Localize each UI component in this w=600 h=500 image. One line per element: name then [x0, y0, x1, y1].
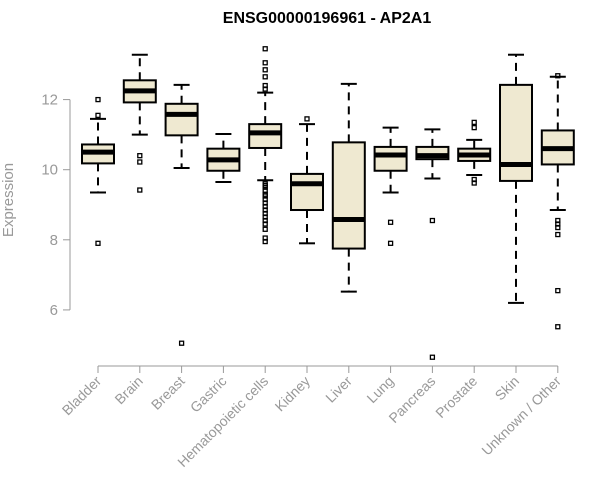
outlier-point — [262, 74, 268, 80]
outlier-point — [471, 180, 477, 186]
outlier-point — [555, 73, 561, 79]
outlier-point — [137, 187, 143, 193]
x-tick-label: Brain — [111, 373, 145, 407]
outlier-point — [471, 124, 477, 131]
outlier-point — [387, 219, 394, 225]
box-lung — [373, 126, 408, 246]
iqr-box — [290, 172, 324, 212]
x-tick-label: Skin — [492, 373, 523, 404]
y-tick-label: 8 — [50, 232, 58, 249]
outlier-point — [262, 86, 268, 92]
box-pancreas — [415, 128, 450, 360]
box-liver — [331, 82, 366, 293]
outlier-point — [178, 340, 185, 346]
box-breast — [164, 83, 199, 346]
outlier-point — [95, 240, 101, 246]
outlier-point — [262, 67, 268, 73]
y-tick-label: 12 — [41, 92, 58, 109]
chart-title: ENSG00000196961 - AP2A1 — [223, 10, 432, 27]
x-tick-label: Unknown / Other — [478, 373, 564, 459]
outlier-point — [555, 324, 561, 330]
box-skin — [499, 53, 533, 304]
box-brain — [122, 53, 157, 193]
outlier-point — [262, 46, 268, 52]
y-axis: 6 8 10 12 — [41, 92, 71, 319]
x-tick-label: Kidney — [272, 373, 314, 415]
x-tick-label: Lung — [363, 373, 396, 406]
outlier-point — [471, 119, 477, 126]
outlier-point — [304, 116, 310, 122]
outlier-point — [262, 60, 268, 66]
x-tick-label: Bladder — [59, 373, 105, 419]
outlier-point — [95, 96, 101, 103]
outlier-point — [429, 217, 436, 224]
box-kidney — [290, 116, 324, 245]
x-tick-label: Breast — [148, 373, 188, 413]
box-gastric — [206, 132, 241, 183]
outlier-point — [137, 153, 143, 159]
y-tick-label: 10 — [41, 162, 58, 179]
box-unknown-other — [540, 73, 575, 330]
x-tick-label: Liver — [322, 373, 355, 406]
outlier-point — [262, 238, 268, 245]
outlier-point — [137, 159, 143, 165]
y-axis-label: Expression — [0, 163, 17, 237]
outlier-point — [555, 224, 561, 231]
iqr-box — [248, 123, 283, 149]
box-hematopoietic-cells — [248, 46, 283, 245]
iqr-box — [373, 145, 408, 172]
iqr-box — [164, 102, 199, 137]
outlier-point — [95, 112, 101, 119]
box-bladder — [81, 96, 115, 246]
iqr-box — [331, 141, 366, 250]
outlier-point — [262, 221, 268, 227]
outlier-point — [555, 231, 561, 238]
x-tick-label: Prostate — [432, 373, 480, 421]
boxes-group — [81, 46, 575, 360]
outlier-point — [429, 354, 436, 360]
outlier-point — [262, 226, 268, 232]
outlier-point — [387, 240, 394, 246]
y-tick-label: 6 — [50, 302, 58, 319]
box-prostate — [457, 119, 492, 186]
outlier-point — [555, 287, 561, 294]
